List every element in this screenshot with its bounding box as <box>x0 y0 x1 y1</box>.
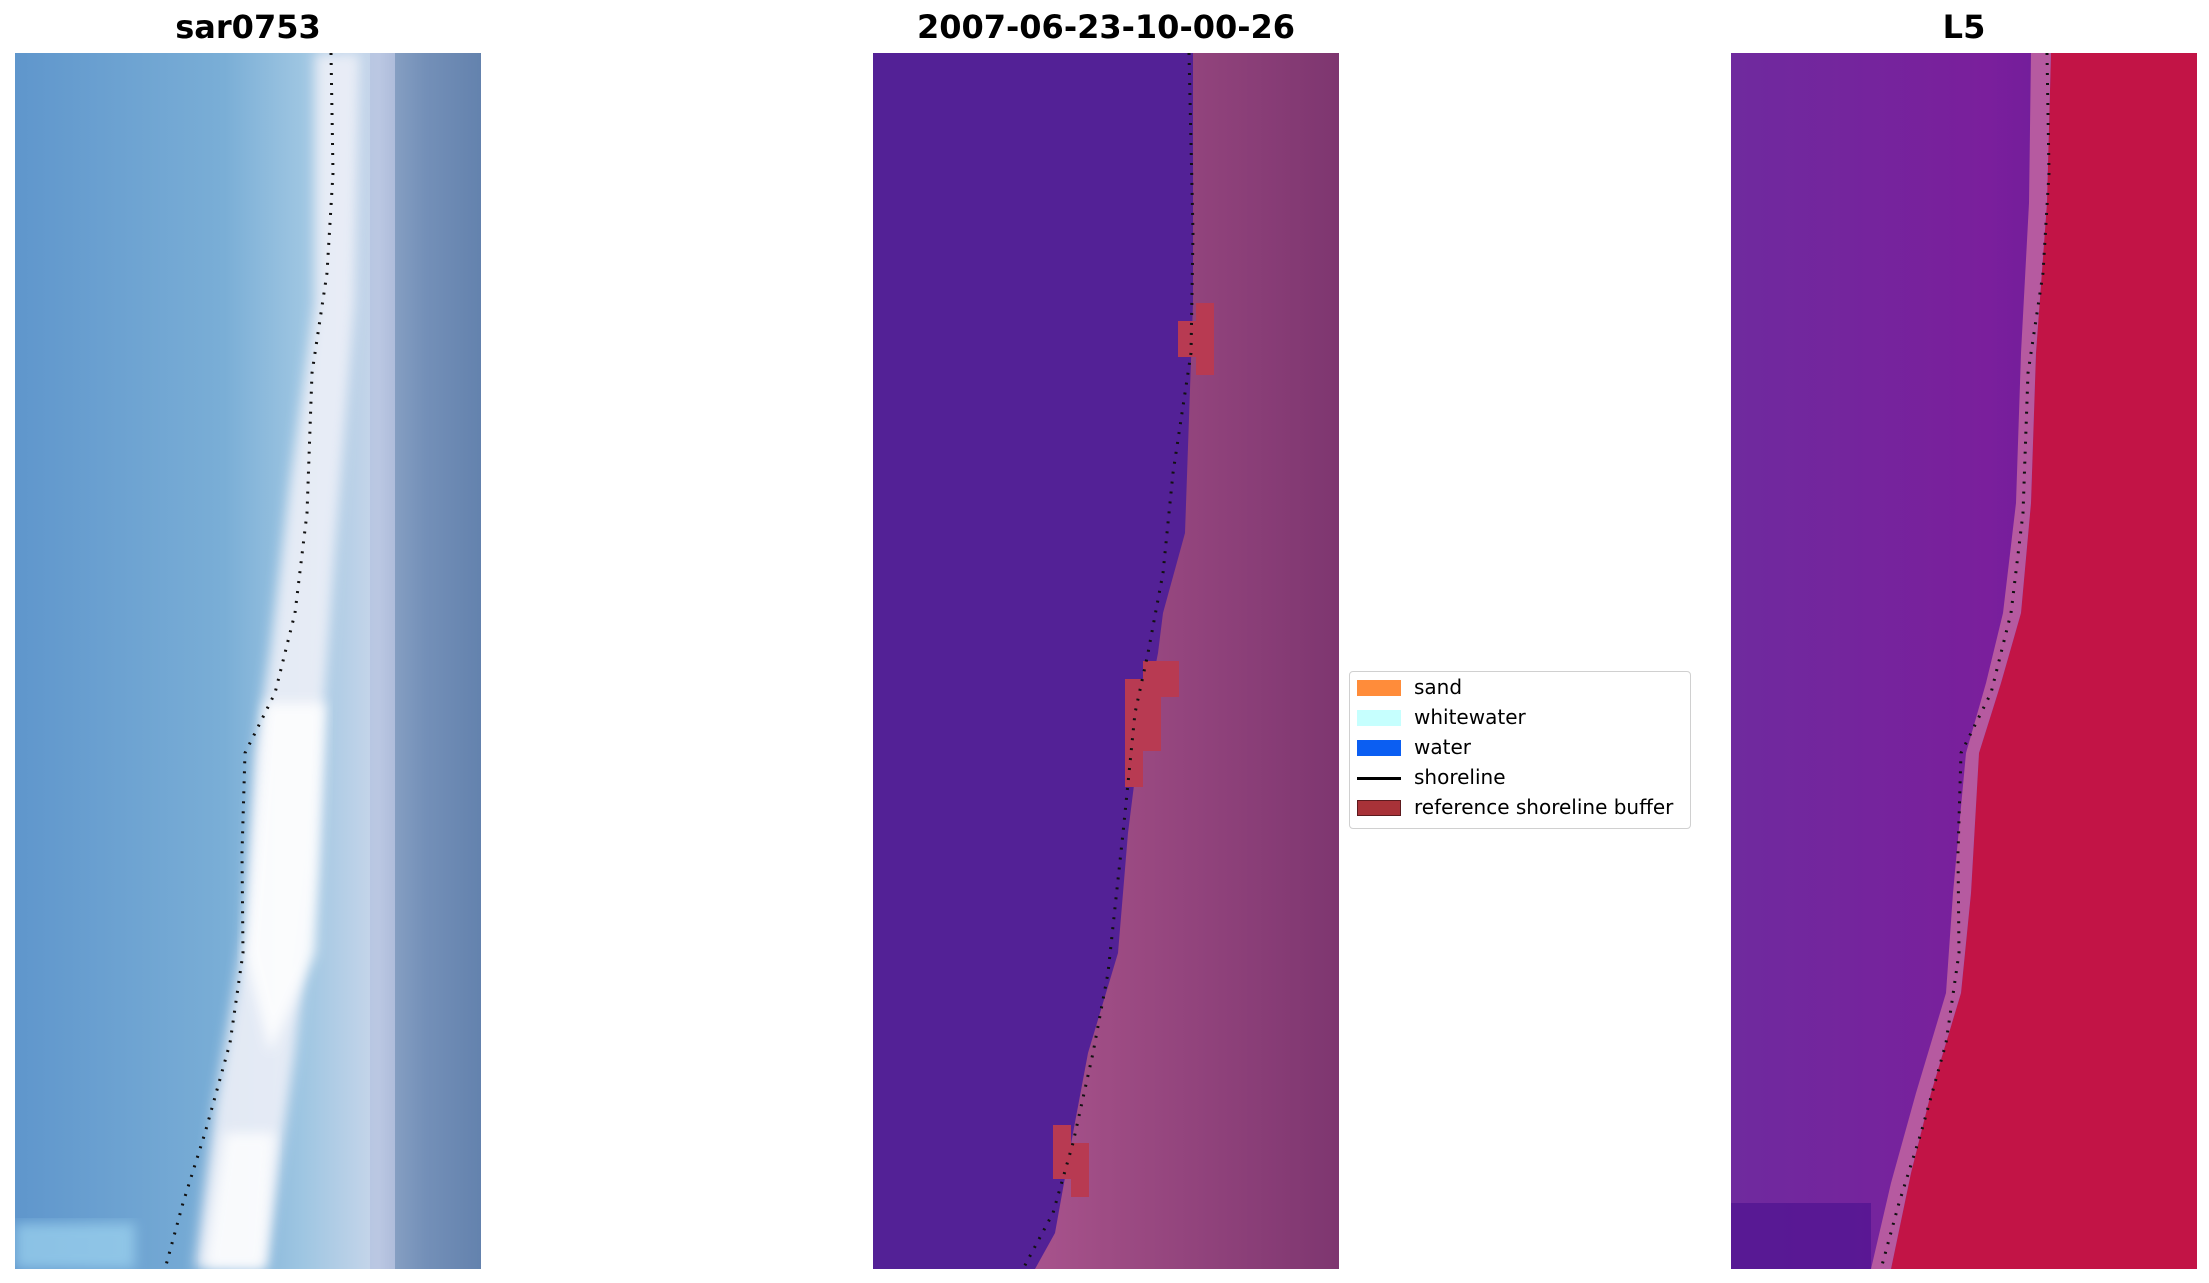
panel-title: 2007-06-23-10-00-26 <box>916 8 1296 46</box>
legend-item-shoreline: shoreline <box>1350 762 1690 792</box>
legend-label: water <box>1414 735 1471 759</box>
legend-item-sand: sand <box>1350 672 1690 702</box>
shoreline-line-swatch <box>1357 777 1401 780</box>
legend-item-water: water <box>1350 732 1690 762</box>
sand-swatch <box>1357 680 1401 696</box>
legend-label: whitewater <box>1414 705 1526 729</box>
reference-buffer-swatch <box>1357 800 1401 816</box>
legend-label: shoreline <box>1414 765 1506 789</box>
classified-panel: 2007-06-23-10-00-26 <box>873 0 1339 1283</box>
rgb-satellite-image <box>15 53 481 1269</box>
classified-image <box>873 53 1339 1269</box>
rgb-panel: sar0753 <box>15 0 481 1283</box>
index-panel: L5 <box>1731 0 2197 1283</box>
water-swatch <box>1357 740 1401 756</box>
legend-item-whitewater: whitewater <box>1350 702 1690 732</box>
legend: sand whitewater water shoreline referenc… <box>1349 671 1691 829</box>
legend-label: sand <box>1414 675 1463 699</box>
panel-title: L5 <box>1942 8 1986 46</box>
index-image <box>1731 53 2197 1269</box>
whitewater-swatch <box>1357 710 1401 726</box>
panel-title: sar0753 <box>175 8 321 46</box>
reference-buffer-patch <box>1196 303 1214 321</box>
legend-item-reference-buffer: reference shoreline buffer <box>1350 792 1690 822</box>
legend-label: reference shoreline buffer <box>1414 795 1674 819</box>
